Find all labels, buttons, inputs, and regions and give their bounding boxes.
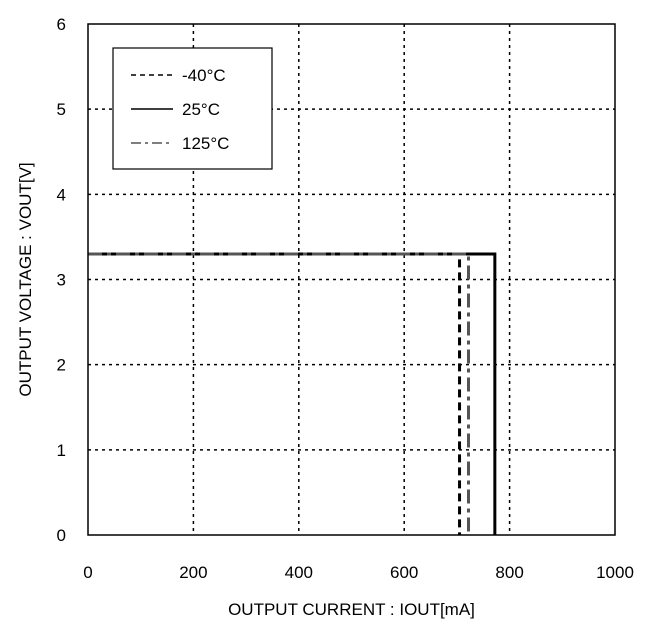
tick-labels: 0 200 400 600 800 1000 0 1 2 3 4 5 6 [57,15,634,582]
series-line [88,252,470,535]
legend-label: 125°C [182,134,229,153]
legend-box [112,47,273,170]
x-tick-label: 600 [390,563,418,582]
legend: -40°C 25°C 125°C [112,47,273,170]
x-tick-label: 800 [495,563,523,582]
x-tick-label: 200 [179,563,207,582]
x-tick-label: 400 [285,563,313,582]
y-tick-label: 6 [57,15,66,34]
y-axis-title: OUTPUT VOLTAGE : VOUT[V] [16,162,35,396]
series-group [88,252,497,535]
y-tick-label: 4 [57,185,66,204]
series-line [88,252,462,535]
x-tick-label: 1000 [596,563,634,582]
plot-frame [87,23,616,536]
legend-label: -40°C [182,66,226,85]
x-axis-title: OUTPUT CURRENT : IOUT[mA] [228,600,475,619]
y-tick-label: 2 [57,356,66,375]
y-tick-label: 0 [57,526,66,545]
x-tick-label: 0 [83,563,92,582]
legend-label: 25°C [182,100,220,119]
y-tick-label: 3 [57,271,66,290]
y-tick-label: 5 [57,100,66,119]
y-tick-label: 1 [57,441,66,460]
series-line [88,252,497,535]
